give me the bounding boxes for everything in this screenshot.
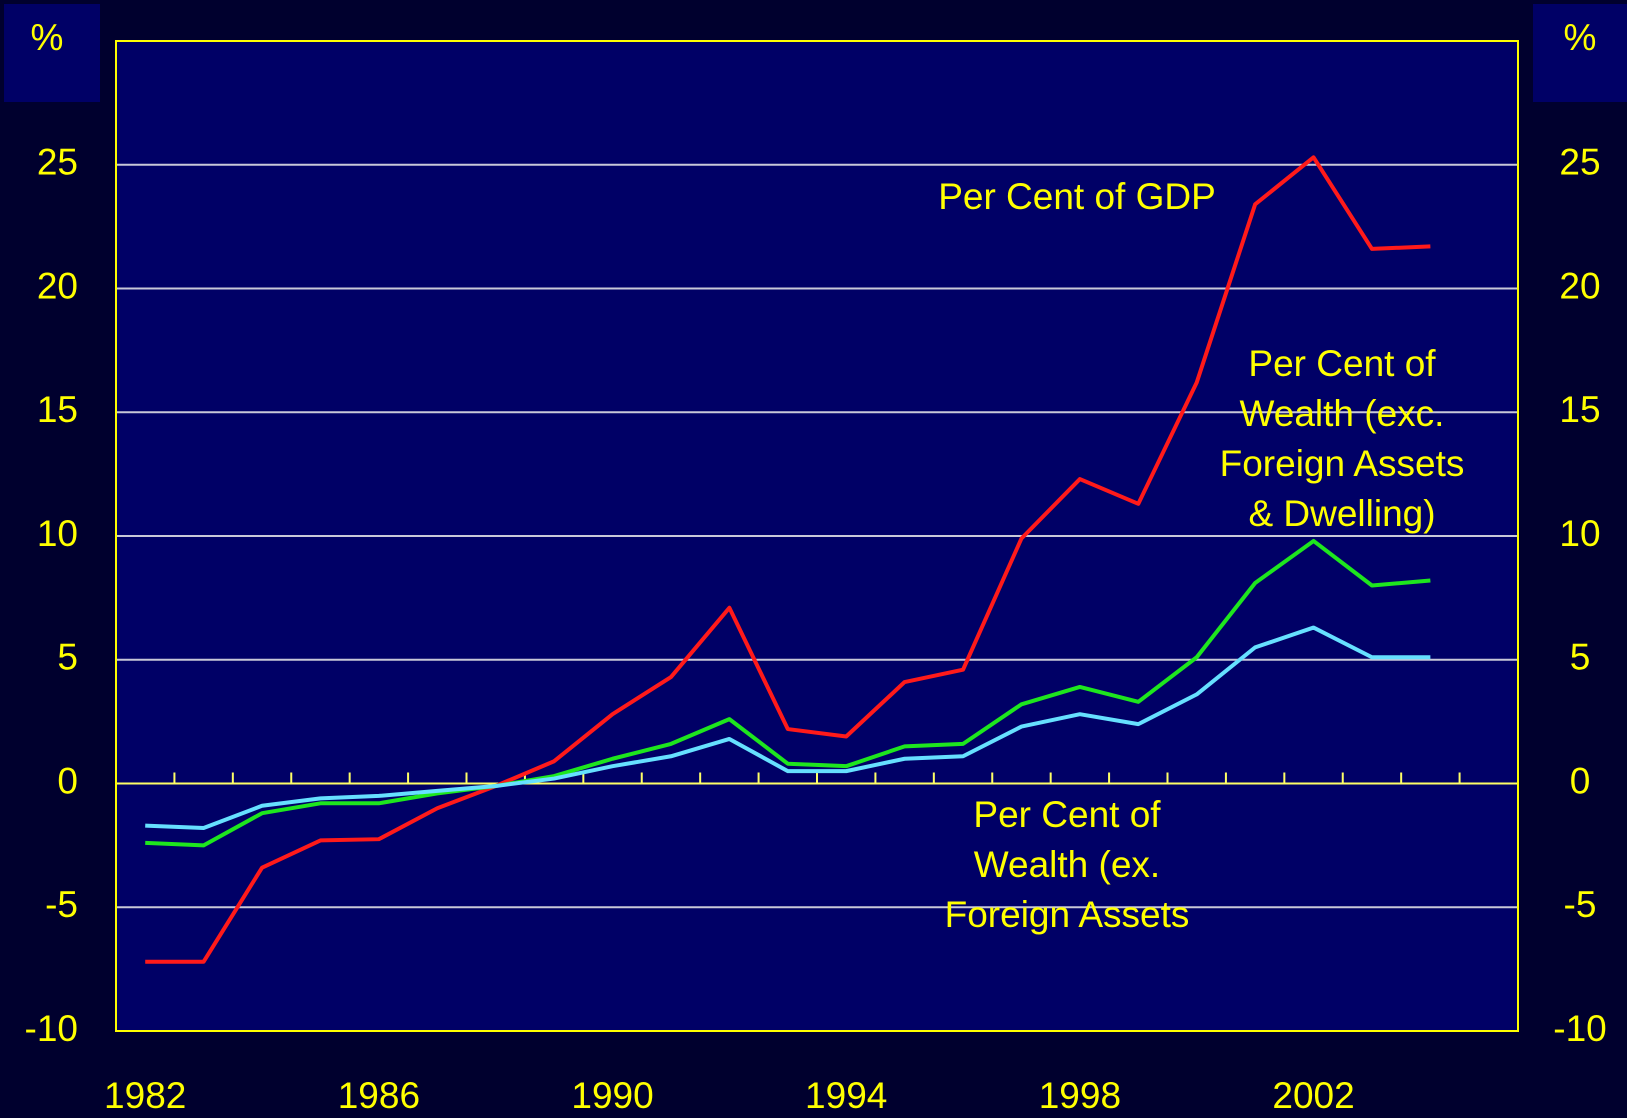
- y2-tick-label: 5: [1570, 637, 1591, 678]
- y2-unit-label: %: [1564, 17, 1597, 58]
- y-tick-label: 25: [37, 142, 78, 183]
- y2-tick-label: 20: [1559, 265, 1600, 306]
- y-tick-label: 10: [37, 513, 78, 554]
- y2-tick-label: 0: [1570, 760, 1591, 801]
- series-line: [145, 538, 1431, 848]
- annotation: Foreign Assets: [945, 894, 1190, 935]
- annotation: Foreign Assets: [1220, 443, 1465, 484]
- y-tick-label: 0: [57, 760, 78, 801]
- y-tick-label: -5: [45, 884, 78, 925]
- plot-frame: [115, 40, 1519, 1032]
- x-tick-label: 1982: [104, 1075, 186, 1116]
- x-tick-label: 2002: [1272, 1075, 1354, 1116]
- annotation: Per Cent of: [1248, 343, 1436, 384]
- x-tick-label: 1998: [1039, 1075, 1121, 1116]
- x-tick-label: 1986: [338, 1075, 420, 1116]
- y-tick-label: 15: [37, 389, 78, 430]
- y2-tick-label: 15: [1559, 389, 1600, 430]
- annotation: Wealth (exc.: [1240, 393, 1445, 434]
- annotation: & Dwelling): [1248, 493, 1435, 534]
- series-line: [145, 625, 1431, 831]
- unit-box: [1533, 4, 1627, 102]
- annotation: Per Cent of: [973, 794, 1161, 835]
- x-tick-label: 1990: [571, 1075, 653, 1116]
- annotation: Per Cent of GDP: [938, 176, 1216, 217]
- y2-tick-label: 10: [1559, 513, 1600, 554]
- y2-tick-label: -5: [1564, 884, 1597, 925]
- y2-tick-label: -10: [1553, 1008, 1606, 1049]
- series-line: [145, 155, 1431, 964]
- x-tick-label: 1994: [805, 1075, 887, 1116]
- y-unit-label: %: [31, 17, 64, 58]
- y-tick-label: -10: [25, 1008, 78, 1049]
- annotation: Wealth (ex.: [974, 844, 1160, 885]
- y-tick-label: 20: [37, 265, 78, 306]
- y2-tick-label: 25: [1559, 142, 1600, 183]
- unit-box: [4, 4, 100, 102]
- y-tick-label: 5: [57, 637, 78, 678]
